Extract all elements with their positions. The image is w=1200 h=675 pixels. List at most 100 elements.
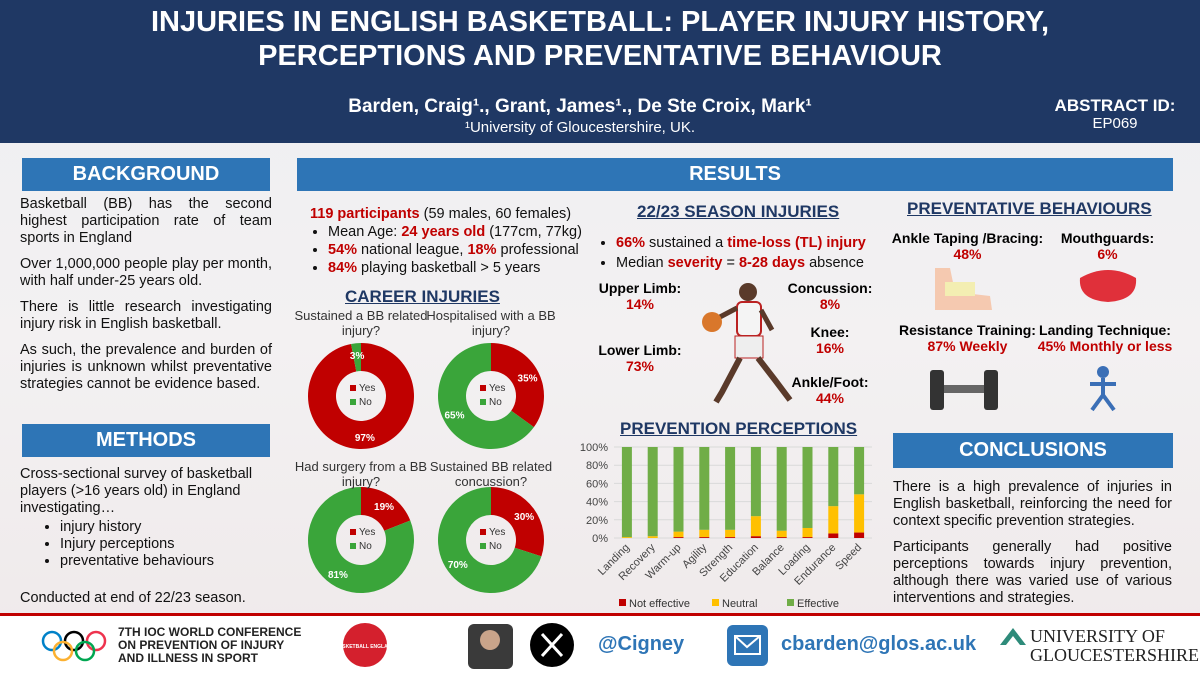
pie-title: Sustained BB related concussion? bbox=[429, 459, 553, 489]
bar-segment bbox=[699, 537, 710, 538]
university: UNIVERSITY OF GLOUCESTERSHIRE bbox=[1030, 627, 1199, 665]
text: sustained a bbox=[645, 235, 728, 251]
handle[interactable]: @Cigney bbox=[598, 633, 685, 655]
region-name: Upper Limb: bbox=[598, 280, 682, 296]
bullet-list: injury history Injury perceptions preven… bbox=[20, 519, 272, 570]
em: 66% bbox=[616, 235, 646, 251]
line: 7TH IOC WORLD CONFERENCE bbox=[118, 625, 302, 639]
legend-swatch bbox=[480, 385, 486, 391]
em: time-loss (TL) injury bbox=[727, 235, 866, 251]
y-tick-label: 20% bbox=[586, 515, 608, 527]
legend-swatch bbox=[480, 529, 486, 535]
behaviour-value: 48% bbox=[953, 246, 982, 262]
bar-segment bbox=[673, 531, 684, 538]
bar-segment bbox=[699, 447, 710, 530]
bar-segment bbox=[750, 447, 761, 517]
affiliation: ¹University of Gloucestershire, UK. bbox=[464, 119, 696, 136]
footer-logos bbox=[41, 623, 1026, 669]
legend-swatch bbox=[712, 599, 719, 606]
bullet: injury history bbox=[60, 519, 272, 536]
paragraph: There is little research investigating i… bbox=[20, 299, 272, 332]
background-text: Basketball (BB) has the second highest p… bbox=[20, 196, 272, 402]
bullet: Injury perceptions bbox=[60, 536, 272, 553]
paragraph: As such, the prevalence and burden of in… bbox=[20, 342, 272, 392]
text: absence bbox=[805, 255, 864, 271]
conclusions-text: There is a high prevalence of injuries i… bbox=[893, 479, 1172, 616]
section-heading: CONCLUSIONS bbox=[893, 433, 1173, 468]
bar-segment bbox=[647, 447, 658, 537]
bar-segment bbox=[854, 532, 865, 538]
bullet: 54% national league, 18% professional bbox=[328, 241, 590, 259]
legend-swatch bbox=[350, 399, 356, 405]
pie-label: 70% bbox=[448, 560, 468, 571]
legend-swatch bbox=[480, 399, 486, 405]
bar-segment bbox=[776, 530, 787, 538]
paragraph: Participants generally had positive perc… bbox=[893, 539, 1172, 606]
pie-label: 97% bbox=[355, 433, 375, 444]
pie-slice bbox=[361, 487, 411, 531]
text: national league, bbox=[357, 242, 468, 258]
paragraph: Cross-sectional survey of basketball pla… bbox=[20, 466, 253, 516]
title: INJURIES IN ENGLISH BASKETBALL: PLAYER I… bbox=[150, 6, 1050, 38]
behaviour-value: 87% Weekly bbox=[927, 338, 1008, 354]
bar-segment bbox=[725, 529, 736, 538]
region: Concussion: 8% bbox=[780, 280, 880, 312]
region-name: Lower Limb: bbox=[598, 342, 682, 358]
paragraph: There is a high prevalence of injuries i… bbox=[893, 479, 1172, 529]
bar-segment bbox=[776, 537, 787, 538]
region-name: Ankle/Foot: bbox=[791, 374, 869, 390]
behaviour-value: 45% Monthly or less bbox=[1037, 338, 1173, 354]
pie-slice bbox=[351, 343, 361, 372]
region-value: 14% bbox=[625, 296, 655, 312]
pie-slice bbox=[308, 487, 415, 593]
region-value: 44% bbox=[815, 390, 845, 406]
methods-text: Cross-sectional survey of basketball pla… bbox=[20, 466, 272, 570]
legend-label: Yes bbox=[489, 383, 505, 394]
legend-label: Effective bbox=[797, 598, 839, 610]
legend-label: Yes bbox=[359, 383, 375, 394]
pie-label: 30% bbox=[514, 512, 534, 523]
bullet: 84% playing basketball > 5 years bbox=[328, 259, 590, 277]
legend-label: No bbox=[489, 397, 502, 408]
authors: Barden, Craig¹., Grant, James¹., De Ste … bbox=[348, 96, 812, 117]
y-tick-label: 100% bbox=[580, 442, 608, 454]
bullet: 66% sustained a time-loss (TL) injury bbox=[616, 233, 888, 253]
bullet-list: Mean Age: 24 years old (177cm, 77kg) 54%… bbox=[310, 223, 590, 277]
legend-swatch bbox=[480, 543, 486, 549]
bar-segment bbox=[621, 447, 632, 538]
behaviour: Ankle Taping /Bracing: 48% bbox=[885, 230, 1050, 262]
pie-slice bbox=[438, 343, 534, 450]
email[interactable]: cbarden@glos.ac.uk bbox=[781, 633, 977, 655]
legend-swatch bbox=[350, 529, 356, 535]
abstract-id: EP069 bbox=[1092, 115, 1138, 132]
behaviour: Landing Technique: 45% Monthly or less bbox=[1030, 322, 1180, 354]
line: AND ILLNESS IN SPORT bbox=[118, 651, 259, 665]
region: Lower Limb: 73% bbox=[590, 342, 690, 374]
text: (59 males, 60 females) bbox=[419, 206, 572, 222]
region-value: 8% bbox=[819, 296, 841, 312]
behaviour-name: Ankle Taping /Bracing: bbox=[891, 230, 1044, 246]
section-heading: RESULTS bbox=[297, 158, 1173, 191]
bar-segment bbox=[647, 536, 658, 538]
em: 8-28 days bbox=[738, 255, 806, 271]
summary: 119 participants (59 males, 60 females) … bbox=[310, 205, 590, 277]
behaviour-name: Resistance Training: bbox=[899, 322, 1036, 338]
bar-segment bbox=[802, 537, 813, 538]
bullet: Mean Age: 24 years old (177cm, 77kg) bbox=[328, 223, 590, 241]
legend-swatch bbox=[787, 599, 794, 606]
text: professional bbox=[496, 242, 579, 258]
paragraph: Basketball (BB) has the second highest p… bbox=[20, 196, 272, 246]
text: playing basketball > 5 years bbox=[357, 260, 541, 276]
y-tick-label: 60% bbox=[586, 478, 608, 490]
region: Knee: 16% bbox=[780, 324, 880, 356]
em: 18% bbox=[467, 242, 497, 258]
x-tick-label: Speed bbox=[833, 542, 864, 573]
bar-segment bbox=[673, 537, 684, 538]
bar-segment bbox=[725, 537, 736, 538]
pie-slice bbox=[308, 343, 414, 450]
bullet: preventative behaviours bbox=[60, 553, 272, 570]
behaviour-value: 6% bbox=[1097, 246, 1118, 262]
pie-title: Hospitalised with a BB injury? bbox=[426, 308, 556, 338]
bar-segment bbox=[854, 494, 865, 533]
